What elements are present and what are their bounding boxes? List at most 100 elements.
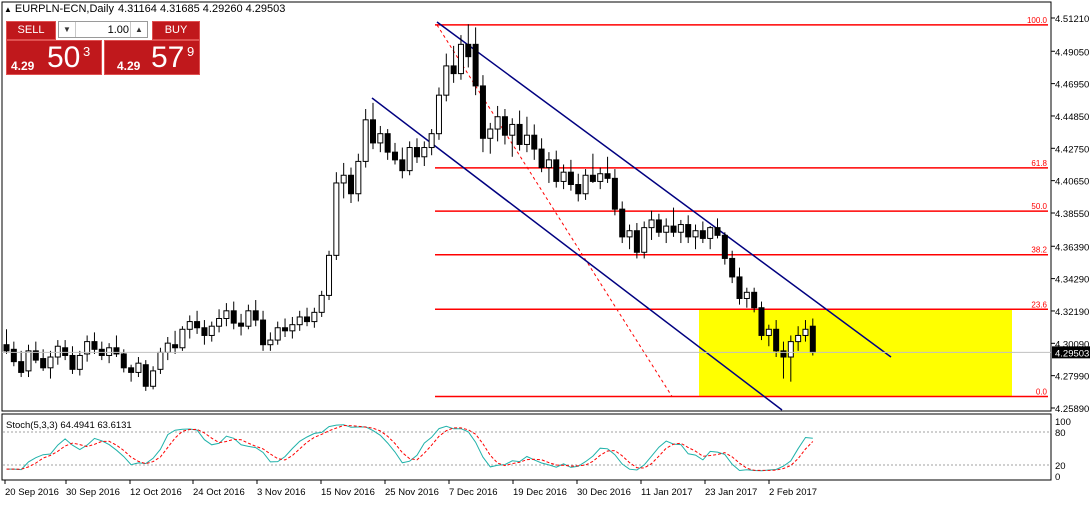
current-price-label: 4.29503 <box>1055 348 1089 359</box>
sell-button[interactable]: SELL <box>6 21 56 40</box>
candle <box>106 343 113 364</box>
fib-level-label: 23.6 <box>1031 300 1047 309</box>
chart-title: ▲ EURPLN-ECN,Daily 4.31164 4.31685 4.29260… <box>4 3 285 15</box>
bear-candle-body <box>773 328 780 352</box>
stoch-axis-label: 0 <box>1055 472 1060 483</box>
candle <box>575 173 582 202</box>
bear-candle-body <box>194 321 201 329</box>
bull-candle-body <box>216 318 223 327</box>
bull-candle-body <box>707 227 714 239</box>
sell-price-fraction: 3 <box>83 44 91 59</box>
x-axis-label: 3 Nov 2016 <box>257 487 306 498</box>
candle <box>487 122 494 154</box>
candle <box>743 287 750 308</box>
candle <box>172 330 179 354</box>
sell-price-button[interactable]: 4.29 50 3 <box>6 40 102 75</box>
lot-increase-icon[interactable]: ▲ <box>130 22 147 37</box>
bull-candle-body <box>377 133 384 144</box>
symbol-label: EURPLN-ECN,Daily <box>14 3 114 15</box>
bear-candle-body <box>10 348 17 363</box>
candle <box>523 116 530 153</box>
candle <box>186 315 193 339</box>
bull-candle-body <box>340 174 347 184</box>
stoch-main-line <box>6 424 813 472</box>
stoch-pane-frame <box>1 413 1052 481</box>
candle <box>260 310 267 351</box>
channel-upper-line <box>436 21 892 358</box>
bear-candle-body <box>465 43 472 58</box>
candle <box>553 150 560 188</box>
candle <box>384 129 391 160</box>
candle <box>802 320 809 342</box>
candle <box>677 219 684 244</box>
candle <box>707 226 714 250</box>
stoch-label: Stoch(5,3,3) 64.4941 63.6131 <box>6 420 132 431</box>
candle <box>509 118 516 157</box>
candle <box>142 360 149 391</box>
bear-candle-body <box>201 327 208 336</box>
bull-candle-body <box>457 43 464 75</box>
candle <box>179 326 186 351</box>
buy-price-fraction: 9 <box>187 44 195 59</box>
buy-button[interactable]: BUY <box>152 21 200 40</box>
candle <box>714 218 721 239</box>
y-axis-label: 4.42750 <box>1055 144 1089 155</box>
bear-candle-body <box>238 322 245 327</box>
y-axis-label: 4.32190 <box>1055 307 1089 318</box>
bull-candle-body <box>54 345 61 358</box>
candle <box>538 138 545 173</box>
bear-candle-body <box>413 147 420 158</box>
bull-candle-body <box>421 147 428 158</box>
candle <box>216 309 223 333</box>
candle <box>699 221 706 244</box>
bear-candle-body <box>450 65 457 75</box>
one-click-trading-panel: SELL ▼ ▲ BUY 4.29 50 3 4.29 57 9 <box>6 21 200 75</box>
candle <box>494 105 501 142</box>
bear-candle-body <box>260 319 267 346</box>
bull-candle-body <box>641 227 648 253</box>
bull-candle-body <box>677 224 684 233</box>
lot-size-field[interactable]: ▼ ▲ <box>58 21 148 38</box>
bull-candle-body <box>406 147 413 172</box>
bear-candle-body <box>670 225 677 233</box>
candle <box>736 267 743 305</box>
candle <box>208 321 215 342</box>
candle <box>479 75 486 153</box>
lot-decrease-icon[interactable]: ▼ <box>59 22 76 37</box>
bear-candle-body <box>230 310 237 324</box>
candle <box>648 210 655 240</box>
current-price-marker <box>1052 346 1090 359</box>
collapse-triangle-icon[interactable]: ▲ <box>4 5 12 14</box>
candle <box>274 321 281 345</box>
candle <box>25 344 32 378</box>
candle <box>406 141 413 176</box>
candle <box>465 24 472 68</box>
bear-candle-body <box>304 316 311 323</box>
candle <box>10 341 17 367</box>
bear-candle-body <box>62 347 69 356</box>
candle <box>223 303 230 327</box>
candle <box>370 102 376 150</box>
bear-candle-body <box>3 344 10 352</box>
candle <box>113 335 120 358</box>
bull-candle-body <box>157 351 164 370</box>
bear-candle-body <box>384 133 391 153</box>
bull-candle-body <box>428 133 435 149</box>
candle <box>399 147 406 179</box>
candle <box>435 87 442 140</box>
y-axis-label: 4.49050 <box>1055 47 1089 58</box>
bear-candle-body <box>172 344 179 349</box>
candle <box>40 349 47 371</box>
candle <box>62 340 69 361</box>
bull-candle-body <box>663 225 670 233</box>
bear-candle-body <box>399 159 406 172</box>
fib-level-label: 50.0 <box>1031 202 1047 211</box>
candle <box>501 109 508 145</box>
candle <box>604 156 611 183</box>
candle <box>135 357 142 378</box>
buy-price-button[interactable]: 4.29 57 9 <box>104 40 200 75</box>
bear-candle-body <box>736 276 743 299</box>
lot-size-input[interactable] <box>77 22 129 37</box>
